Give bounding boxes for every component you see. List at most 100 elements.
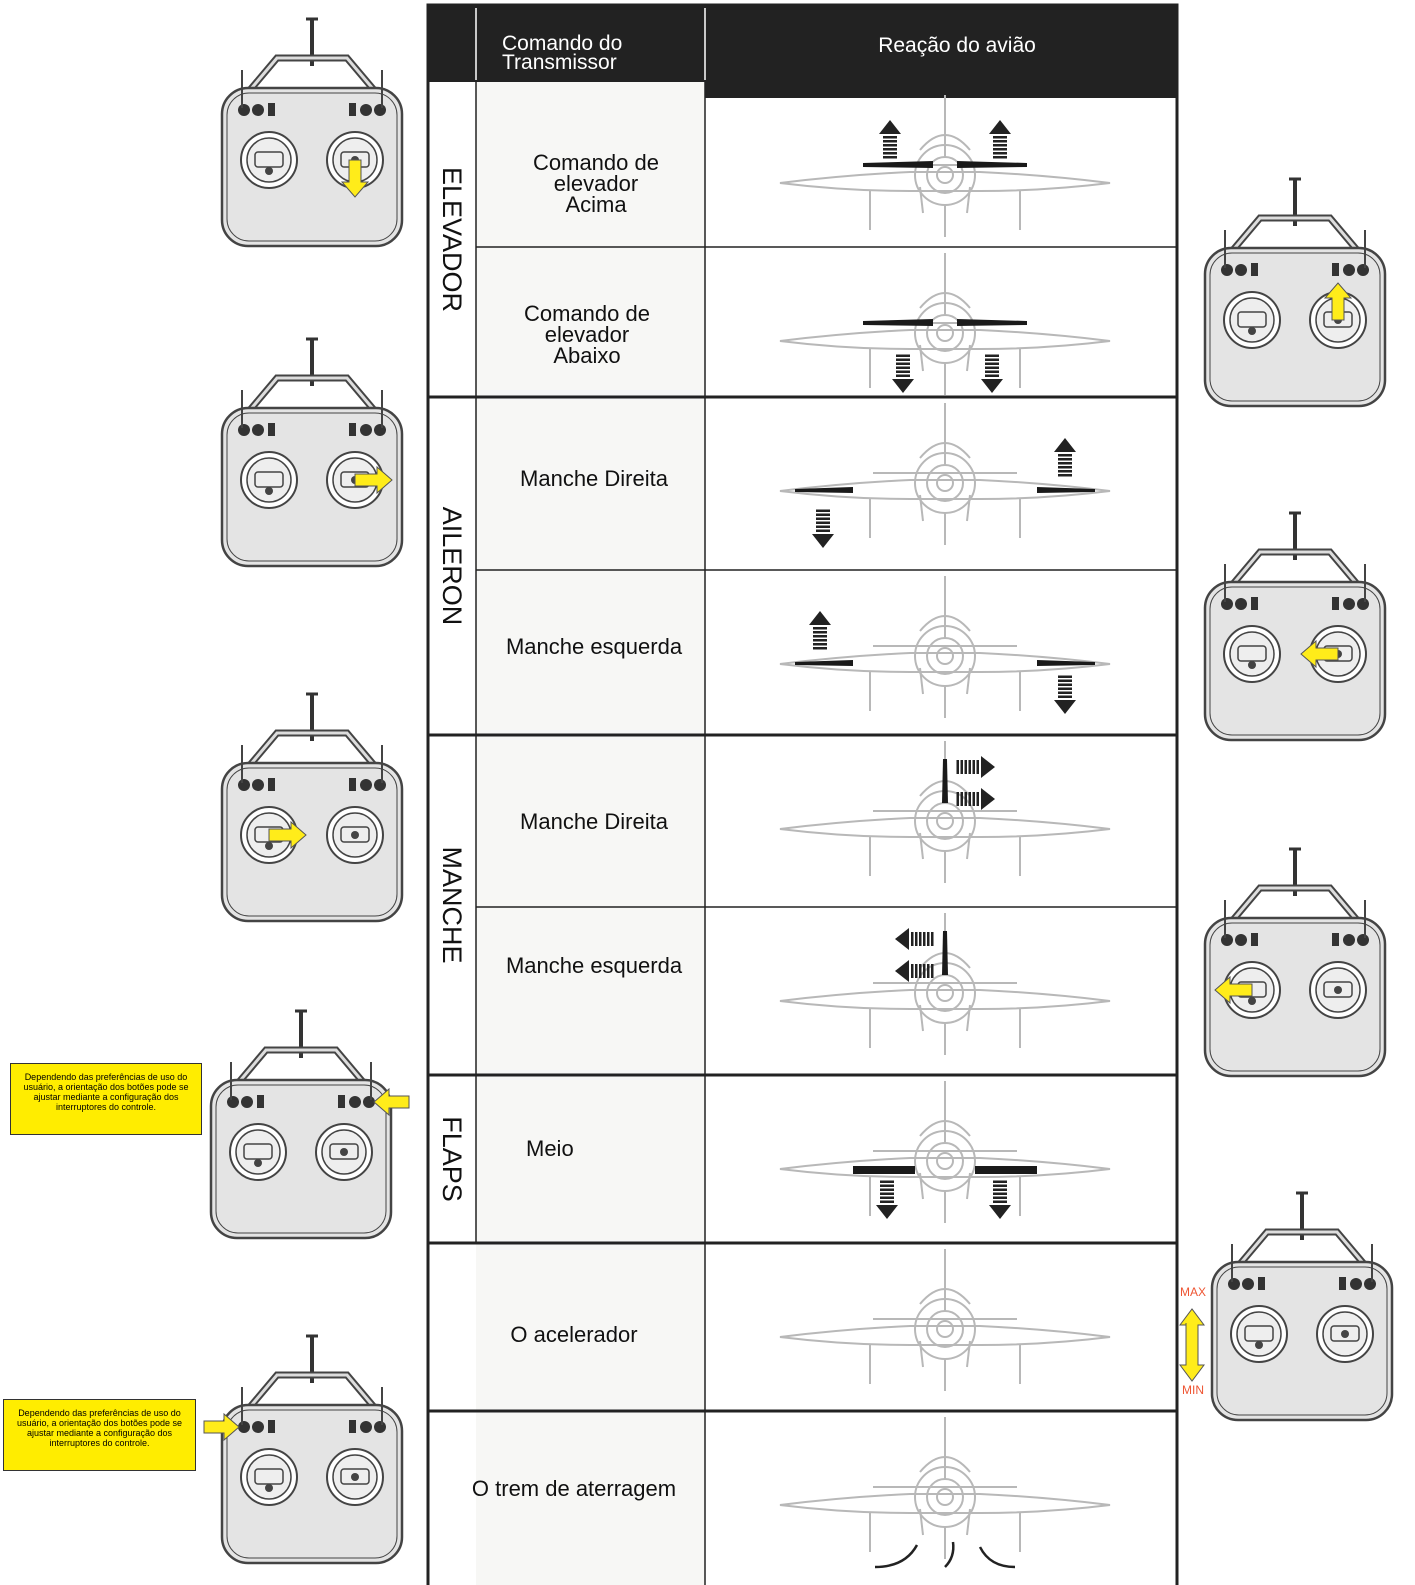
arrow-stripe xyxy=(985,354,999,357)
arrow-stripe xyxy=(816,509,830,512)
arrow-stripe xyxy=(972,792,975,806)
stick-arrow xyxy=(203,1412,240,1442)
arrow-stripe xyxy=(964,792,967,806)
motion-arrow xyxy=(956,756,995,778)
arrow-stripe xyxy=(968,792,971,806)
rudder xyxy=(942,931,948,975)
arrow-stripe xyxy=(1058,687,1072,690)
transmitter xyxy=(222,693,402,921)
flap xyxy=(853,1166,915,1174)
arrow-head xyxy=(812,534,834,548)
arrow-stripe xyxy=(927,964,930,978)
arrow-stripe xyxy=(927,932,930,946)
arrow-stripe xyxy=(923,964,926,978)
arrow-stripe xyxy=(883,140,897,143)
arrow-head xyxy=(895,960,909,982)
plane xyxy=(779,1416,1111,1569)
plane xyxy=(779,1080,1111,1224)
arrow-head xyxy=(989,120,1011,134)
arrow-stripe xyxy=(1058,675,1072,678)
arrow-stripe xyxy=(883,156,897,159)
command-text: O trem de aterragem xyxy=(472,1476,676,1501)
arrow-stripe xyxy=(883,148,897,151)
arrow-stripe xyxy=(911,932,914,946)
command-text: Manche Direita xyxy=(520,809,669,834)
arrow-stripe xyxy=(880,1180,894,1183)
arrow-stripe xyxy=(1058,466,1072,469)
arrow-stripe xyxy=(883,136,897,139)
plane-outline xyxy=(779,252,1111,396)
arrow-stripe xyxy=(993,1200,1007,1203)
arrow-stripe xyxy=(993,1188,1007,1191)
note: Dependendo das preferências de uso do us… xyxy=(10,1063,202,1135)
transmitter-body xyxy=(1212,1192,1392,1420)
arrow-head xyxy=(989,1205,1011,1219)
header-text: Reação do avião xyxy=(878,34,1036,57)
throttle-arrow xyxy=(1179,1308,1205,1382)
arrow-stripe xyxy=(1058,458,1072,461)
arrow-stripe xyxy=(931,964,934,978)
arrow-stripe xyxy=(880,1200,894,1203)
arrow-stripe xyxy=(813,635,827,638)
arrow-stripe xyxy=(813,643,827,646)
arrow-stripe xyxy=(1058,683,1072,686)
arrow-shape xyxy=(1300,639,1339,669)
motion-arrow xyxy=(812,509,834,548)
elevator xyxy=(863,161,933,168)
cmd-bg xyxy=(476,82,705,1585)
transmitter xyxy=(1212,1192,1392,1420)
transmitter-body xyxy=(1205,512,1385,740)
arrow-head xyxy=(876,1205,898,1219)
arrow-stripe xyxy=(993,140,1007,143)
command-text: Manche esquerda xyxy=(506,634,683,659)
rudder xyxy=(942,759,948,803)
plane xyxy=(779,740,1111,884)
transmitter-body xyxy=(211,1010,391,1238)
motion-arrow xyxy=(895,928,934,950)
transmitter xyxy=(222,18,402,246)
arrow-stripe xyxy=(993,1184,1007,1187)
arrow-shape xyxy=(354,465,393,495)
arrow-stripe xyxy=(993,136,1007,139)
transmitter xyxy=(203,1335,402,1563)
plane xyxy=(779,1248,1111,1392)
elevator xyxy=(863,319,933,326)
arrow-stripe xyxy=(896,366,910,369)
arrow-stripe xyxy=(985,370,999,373)
motion-arrow xyxy=(879,120,901,159)
arrow-stripe xyxy=(960,792,963,806)
arrow-stripe xyxy=(1058,679,1072,682)
arrow-head xyxy=(981,788,995,810)
aileron xyxy=(795,660,853,666)
plane-outline xyxy=(779,1416,1111,1560)
arrow-head xyxy=(1054,438,1076,452)
arrow-head xyxy=(879,120,901,134)
arrow-stripe xyxy=(968,760,971,774)
gear-arrow xyxy=(944,1541,955,1568)
arrow-stripe xyxy=(919,932,922,946)
arrow-shape xyxy=(1179,1308,1205,1382)
arrow-stripe xyxy=(993,156,1007,159)
arrow-stripe xyxy=(985,358,999,361)
arrow-stripe xyxy=(896,358,910,361)
arrow-stripe xyxy=(880,1192,894,1195)
arrow-stripe xyxy=(972,760,975,774)
arrow-shape xyxy=(373,1087,410,1117)
transmitter xyxy=(222,338,402,566)
arrow-stripe xyxy=(880,1188,894,1191)
elevator xyxy=(957,161,1027,168)
motion-arrow xyxy=(895,960,934,982)
throttle-min: MIN xyxy=(1182,1383,1204,1397)
stick-arrow xyxy=(268,820,307,850)
plane xyxy=(779,252,1111,396)
arrow-stripe xyxy=(816,525,830,528)
command-text: Manche esquerda xyxy=(506,953,683,978)
command-text: Acima xyxy=(565,192,627,217)
plane-outline xyxy=(779,1080,1111,1224)
arrow-head xyxy=(895,928,909,950)
arrow-stripe xyxy=(985,362,999,365)
arrow-stripe xyxy=(896,370,910,373)
header-bg xyxy=(428,5,705,82)
note: Dependendo das preferências de uso do us… xyxy=(3,1399,196,1471)
arrow-head xyxy=(981,379,1003,393)
